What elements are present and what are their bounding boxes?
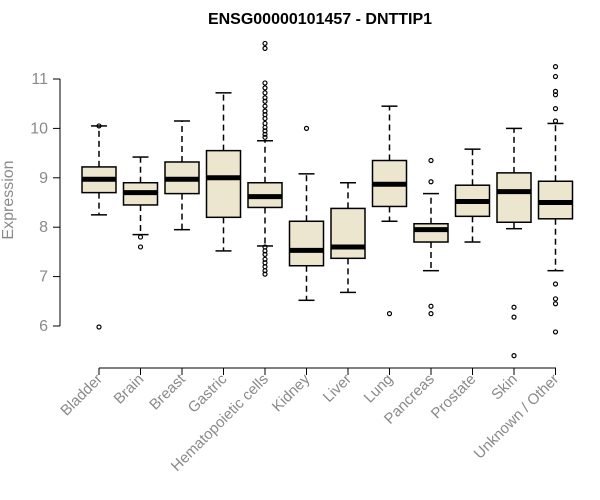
y-tick-label: 10 [30, 120, 48, 137]
box-rect [330, 207, 366, 260]
outlier-point [96, 123, 102, 129]
box-3 [164, 120, 200, 231]
outlier-point [428, 311, 434, 317]
box-rect [288, 220, 325, 267]
box-2 [122, 156, 159, 250]
outlier-point [552, 329, 559, 335]
box-rect [496, 172, 532, 224]
box-8 [371, 105, 408, 317]
outlier-point [552, 296, 559, 302]
outlier-point [303, 125, 310, 131]
box-6 [288, 125, 325, 302]
outlier-point [552, 106, 559, 112]
outlier-point [137, 244, 144, 250]
box-10 [454, 148, 491, 243]
x-tick-label: Lung [361, 371, 397, 407]
y-tick-label: 8 [39, 219, 48, 236]
x-tick-label: Skin [488, 371, 521, 404]
chart-title: ENSG00000101457 - DNTTIP1 [208, 11, 432, 28]
outlier-point [511, 314, 517, 320]
outlier-point [428, 157, 434, 164]
outlier-point [511, 353, 517, 359]
x-tick-label: Breast [146, 370, 189, 413]
boxes [81, 40, 574, 359]
outlier-point [262, 103, 268, 109]
outlier-point [262, 45, 268, 51]
outlier-point [552, 92, 559, 98]
box-4 [205, 92, 242, 252]
outlier-point [262, 271, 268, 277]
outlier-point [262, 90, 268, 96]
x-tick-label: Bladder [57, 371, 106, 420]
outlier-point [386, 311, 393, 317]
y-axis-label: Expression [0, 160, 17, 239]
outlier-point [262, 115, 268, 122]
outlier-point [552, 73, 559, 80]
outlier-point [511, 304, 517, 310]
outlier-point [137, 234, 144, 240]
outlier-point [428, 303, 434, 309]
outlier-point [262, 80, 268, 86]
box-7 [330, 181, 366, 294]
x-tick-label: Brain [111, 371, 148, 408]
x-tick-label: Prostate [428, 371, 480, 423]
outlier-point [552, 118, 559, 124]
y-ticks: 6 7 8 9 10 11 [30, 71, 60, 335]
outlier-point [552, 281, 559, 287]
outlier-point [262, 251, 268, 257]
box-rect [413, 222, 449, 243]
outlier-point [262, 98, 268, 104]
box-11 [496, 127, 532, 359]
outlier-point [262, 40, 268, 47]
box-9 [413, 157, 449, 317]
box-5 [247, 40, 283, 277]
outlier-point [262, 134, 268, 140]
box-rect [205, 149, 242, 219]
y-tick-label: 9 [39, 170, 48, 187]
y-tick-label: 7 [39, 269, 48, 286]
outlier-point [552, 301, 559, 307]
y-tick-label: 6 [39, 318, 48, 335]
outlier-point [262, 85, 268, 91]
y-tick-label: 11 [31, 71, 48, 88]
box-1 [81, 123, 117, 330]
outlier-point [96, 324, 102, 330]
outlier-point [428, 179, 434, 185]
x-tick-label: Kidney [269, 370, 314, 415]
outlier-point [552, 64, 559, 70]
outlier-point [262, 131, 268, 137]
x-tick-label: Liver [320, 371, 355, 406]
box-12 [537, 64, 574, 335]
